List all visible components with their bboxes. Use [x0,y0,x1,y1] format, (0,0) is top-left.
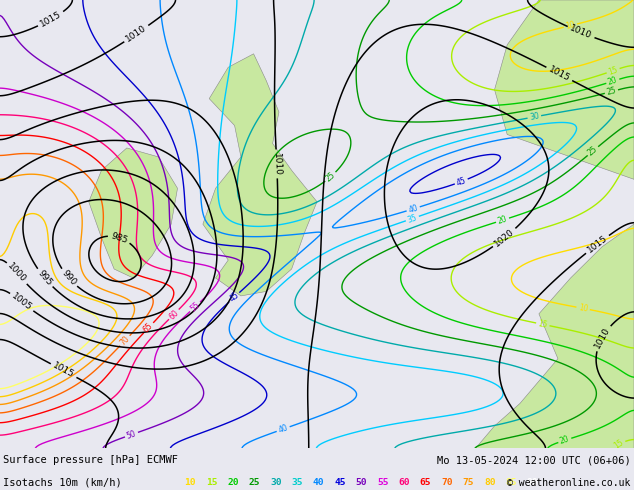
Text: 55: 55 [188,300,202,314]
Text: 40: 40 [277,423,289,435]
Text: 90: 90 [527,478,538,487]
Text: 1010: 1010 [124,24,148,44]
Text: 20: 20 [227,478,239,487]
Text: Mo 13-05-2024 12:00 UTC (06+06): Mo 13-05-2024 12:00 UTC (06+06) [437,455,631,465]
Text: 60: 60 [167,308,181,321]
Text: 65: 65 [142,321,155,335]
Text: 50: 50 [356,478,367,487]
Text: 990: 990 [60,269,78,288]
Text: 45: 45 [455,175,467,188]
Text: 1015: 1015 [586,234,609,255]
Text: 15: 15 [612,438,626,451]
Text: 50: 50 [126,429,138,441]
Text: 70: 70 [119,334,131,347]
Text: 20: 20 [607,75,619,87]
Text: 40: 40 [407,203,419,215]
Text: 1010: 1010 [593,325,612,350]
Text: 30: 30 [529,112,540,122]
Text: 65: 65 [420,478,431,487]
Polygon shape [495,0,634,179]
Text: 25: 25 [324,170,337,183]
Text: 75: 75 [463,478,474,487]
Polygon shape [89,148,178,278]
Text: 10: 10 [184,478,196,487]
Text: 1010: 1010 [569,24,593,41]
Text: 10: 10 [565,20,576,31]
Text: 1005: 1005 [10,292,34,313]
Polygon shape [476,224,634,448]
Text: 15: 15 [206,478,217,487]
Text: 20: 20 [559,435,571,446]
Text: 1015: 1015 [547,65,572,83]
Text: © weatheronline.co.uk: © weatheronline.co.uk [507,477,631,488]
Text: 80: 80 [484,478,496,487]
Text: 40: 40 [313,478,325,487]
Text: 45: 45 [334,478,346,487]
Text: 1015: 1015 [39,10,63,29]
Text: 70: 70 [441,478,453,487]
Text: 35: 35 [406,213,418,224]
Text: Isotachs 10m (km/h): Isotachs 10m (km/h) [3,477,122,488]
Text: 995: 995 [36,269,54,288]
Text: 1015: 1015 [51,361,76,380]
Text: 985: 985 [110,231,129,245]
Text: 1000: 1000 [6,262,28,285]
Text: 1020: 1020 [493,227,516,248]
Text: 20: 20 [496,215,508,226]
Text: 25: 25 [249,478,260,487]
Text: 55: 55 [377,478,389,487]
Text: 60: 60 [398,478,410,487]
Text: 25: 25 [605,86,618,97]
Text: 25: 25 [586,145,600,158]
Text: 85: 85 [505,478,517,487]
Text: 45: 45 [228,291,241,304]
Text: 10: 10 [578,303,589,314]
Polygon shape [203,54,317,296]
Text: 15: 15 [537,319,548,330]
Text: 35: 35 [292,478,303,487]
Text: 30: 30 [270,478,281,487]
Text: Surface pressure [hPa] ECMWF: Surface pressure [hPa] ECMWF [3,455,178,465]
Text: 15: 15 [607,65,619,76]
Text: 1010: 1010 [272,152,281,175]
